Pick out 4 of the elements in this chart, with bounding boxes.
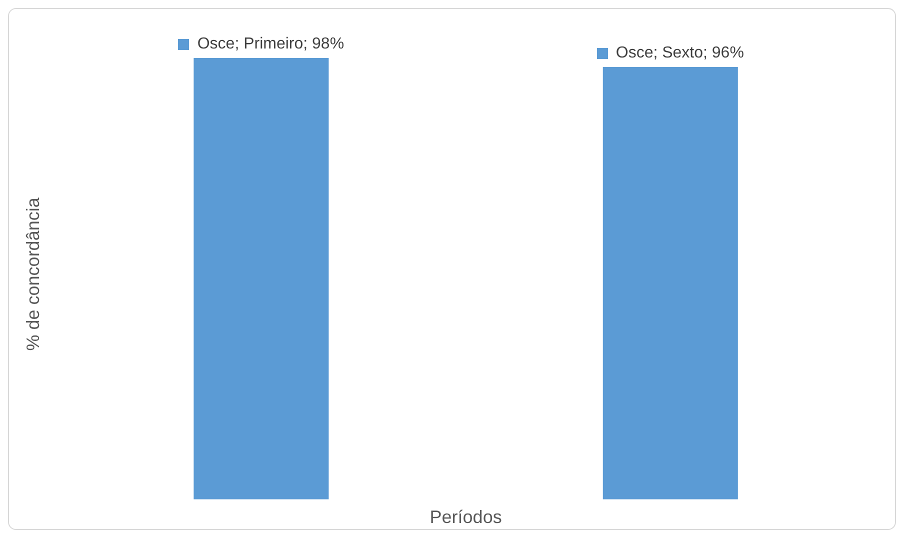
x-axis-title: Períodos <box>430 507 502 528</box>
data-label: Osce; Sexto; 96% <box>616 44 744 62</box>
y-axis-title: % de concordância <box>22 196 43 351</box>
data-label: Osce; Primeiro; 98% <box>197 35 344 52</box>
